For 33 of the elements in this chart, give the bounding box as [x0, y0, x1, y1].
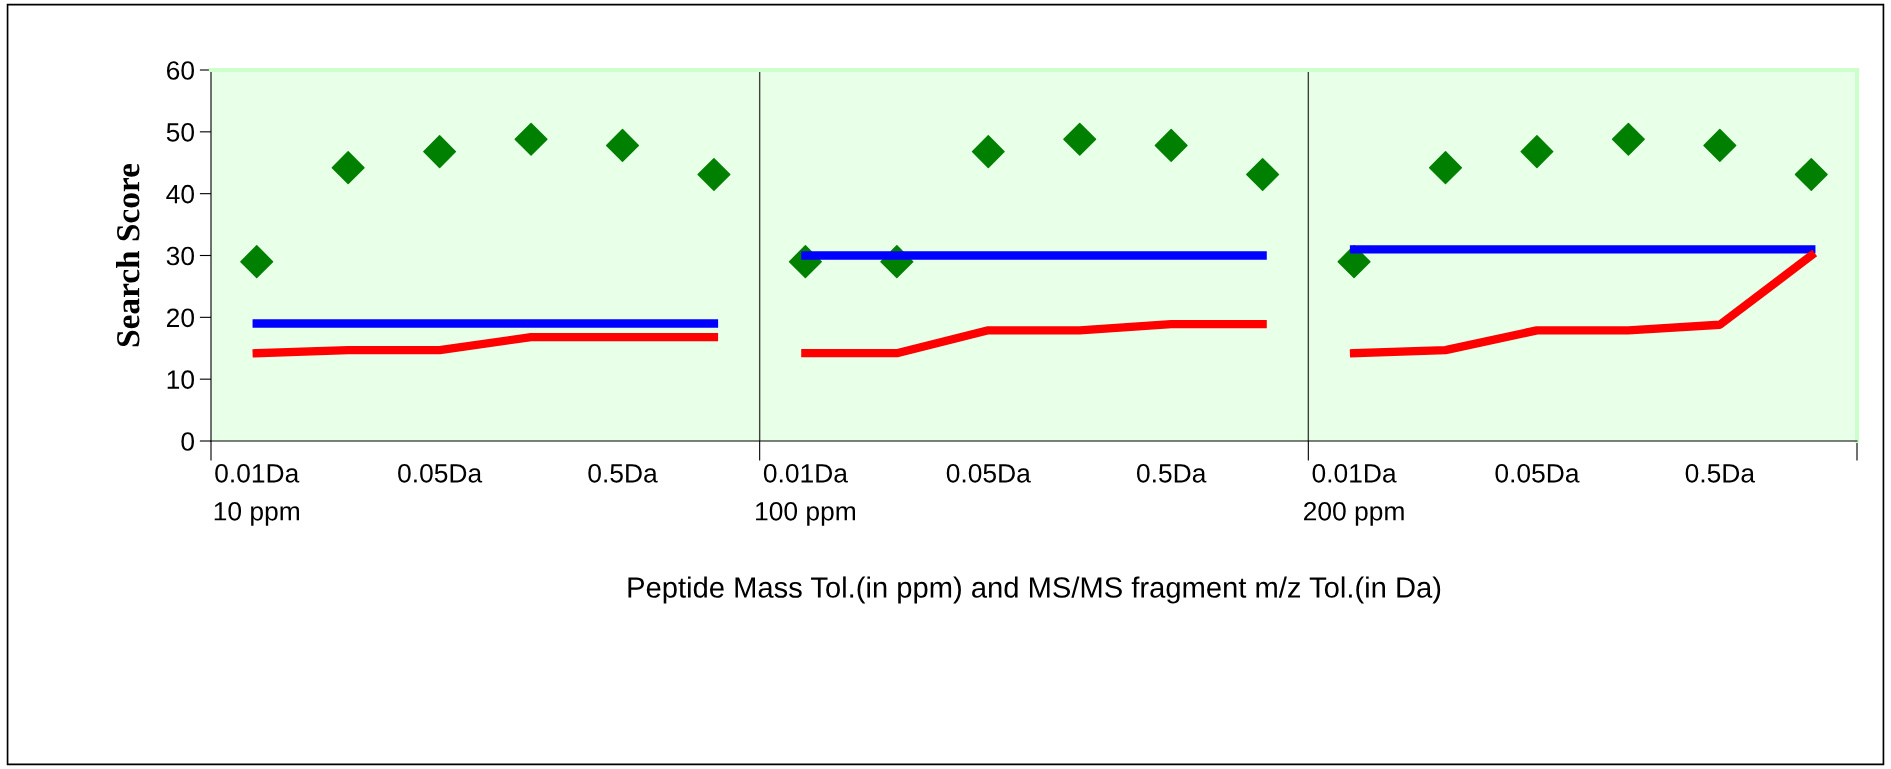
y-axis-title: Search Score: [116, 163, 140, 347]
x-tick-label: 0.05Da: [1495, 463, 1580, 483]
x-tick-label: 0.05Da: [398, 463, 483, 483]
x-tick-label: 0.5Da: [1685, 463, 1756, 483]
point: [1154, 128, 1188, 162]
point: [1794, 157, 1828, 192]
x-tick-label: 0.01Da 100 ppm: [756, 463, 855, 526]
x-tick-label: 0.5Da: [588, 463, 658, 483]
point: [1428, 151, 1463, 185]
y-tick-label: 40: [166, 184, 194, 204]
x-tick-label: 0.05Da: [946, 463, 1031, 483]
y-tick-label: 30: [166, 246, 194, 266]
y-tick-label: 0: [181, 432, 194, 451]
point: [240, 245, 274, 279]
y-tick-label: 20: [167, 308, 194, 328]
x-tick-label: 0.01Da 200 ppm: [1304, 463, 1404, 526]
point: [1246, 157, 1280, 192]
point: [514, 122, 548, 156]
point: [423, 135, 457, 169]
point: [1520, 135, 1554, 169]
x-tick-label: 0.5Da: [1136, 463, 1207, 483]
point: [971, 135, 1005, 169]
point: [1703, 128, 1737, 162]
point: [1063, 122, 1097, 156]
y-tick-label: 50: [166, 122, 194, 142]
point: [697, 157, 731, 192]
point: [331, 151, 365, 185]
point: [605, 128, 640, 162]
y-tick-label: 10: [167, 370, 194, 389]
x-axis-title: Peptide Mass Tol.(in ppm) and MS/MS fragment m/z Tol.(in Da): [628, 576, 1441, 604]
x-tick-label: 0.01Da 10 ppm: [214, 463, 300, 526]
y-tick-label: 60: [167, 61, 194, 80]
point: [1611, 122, 1645, 156]
